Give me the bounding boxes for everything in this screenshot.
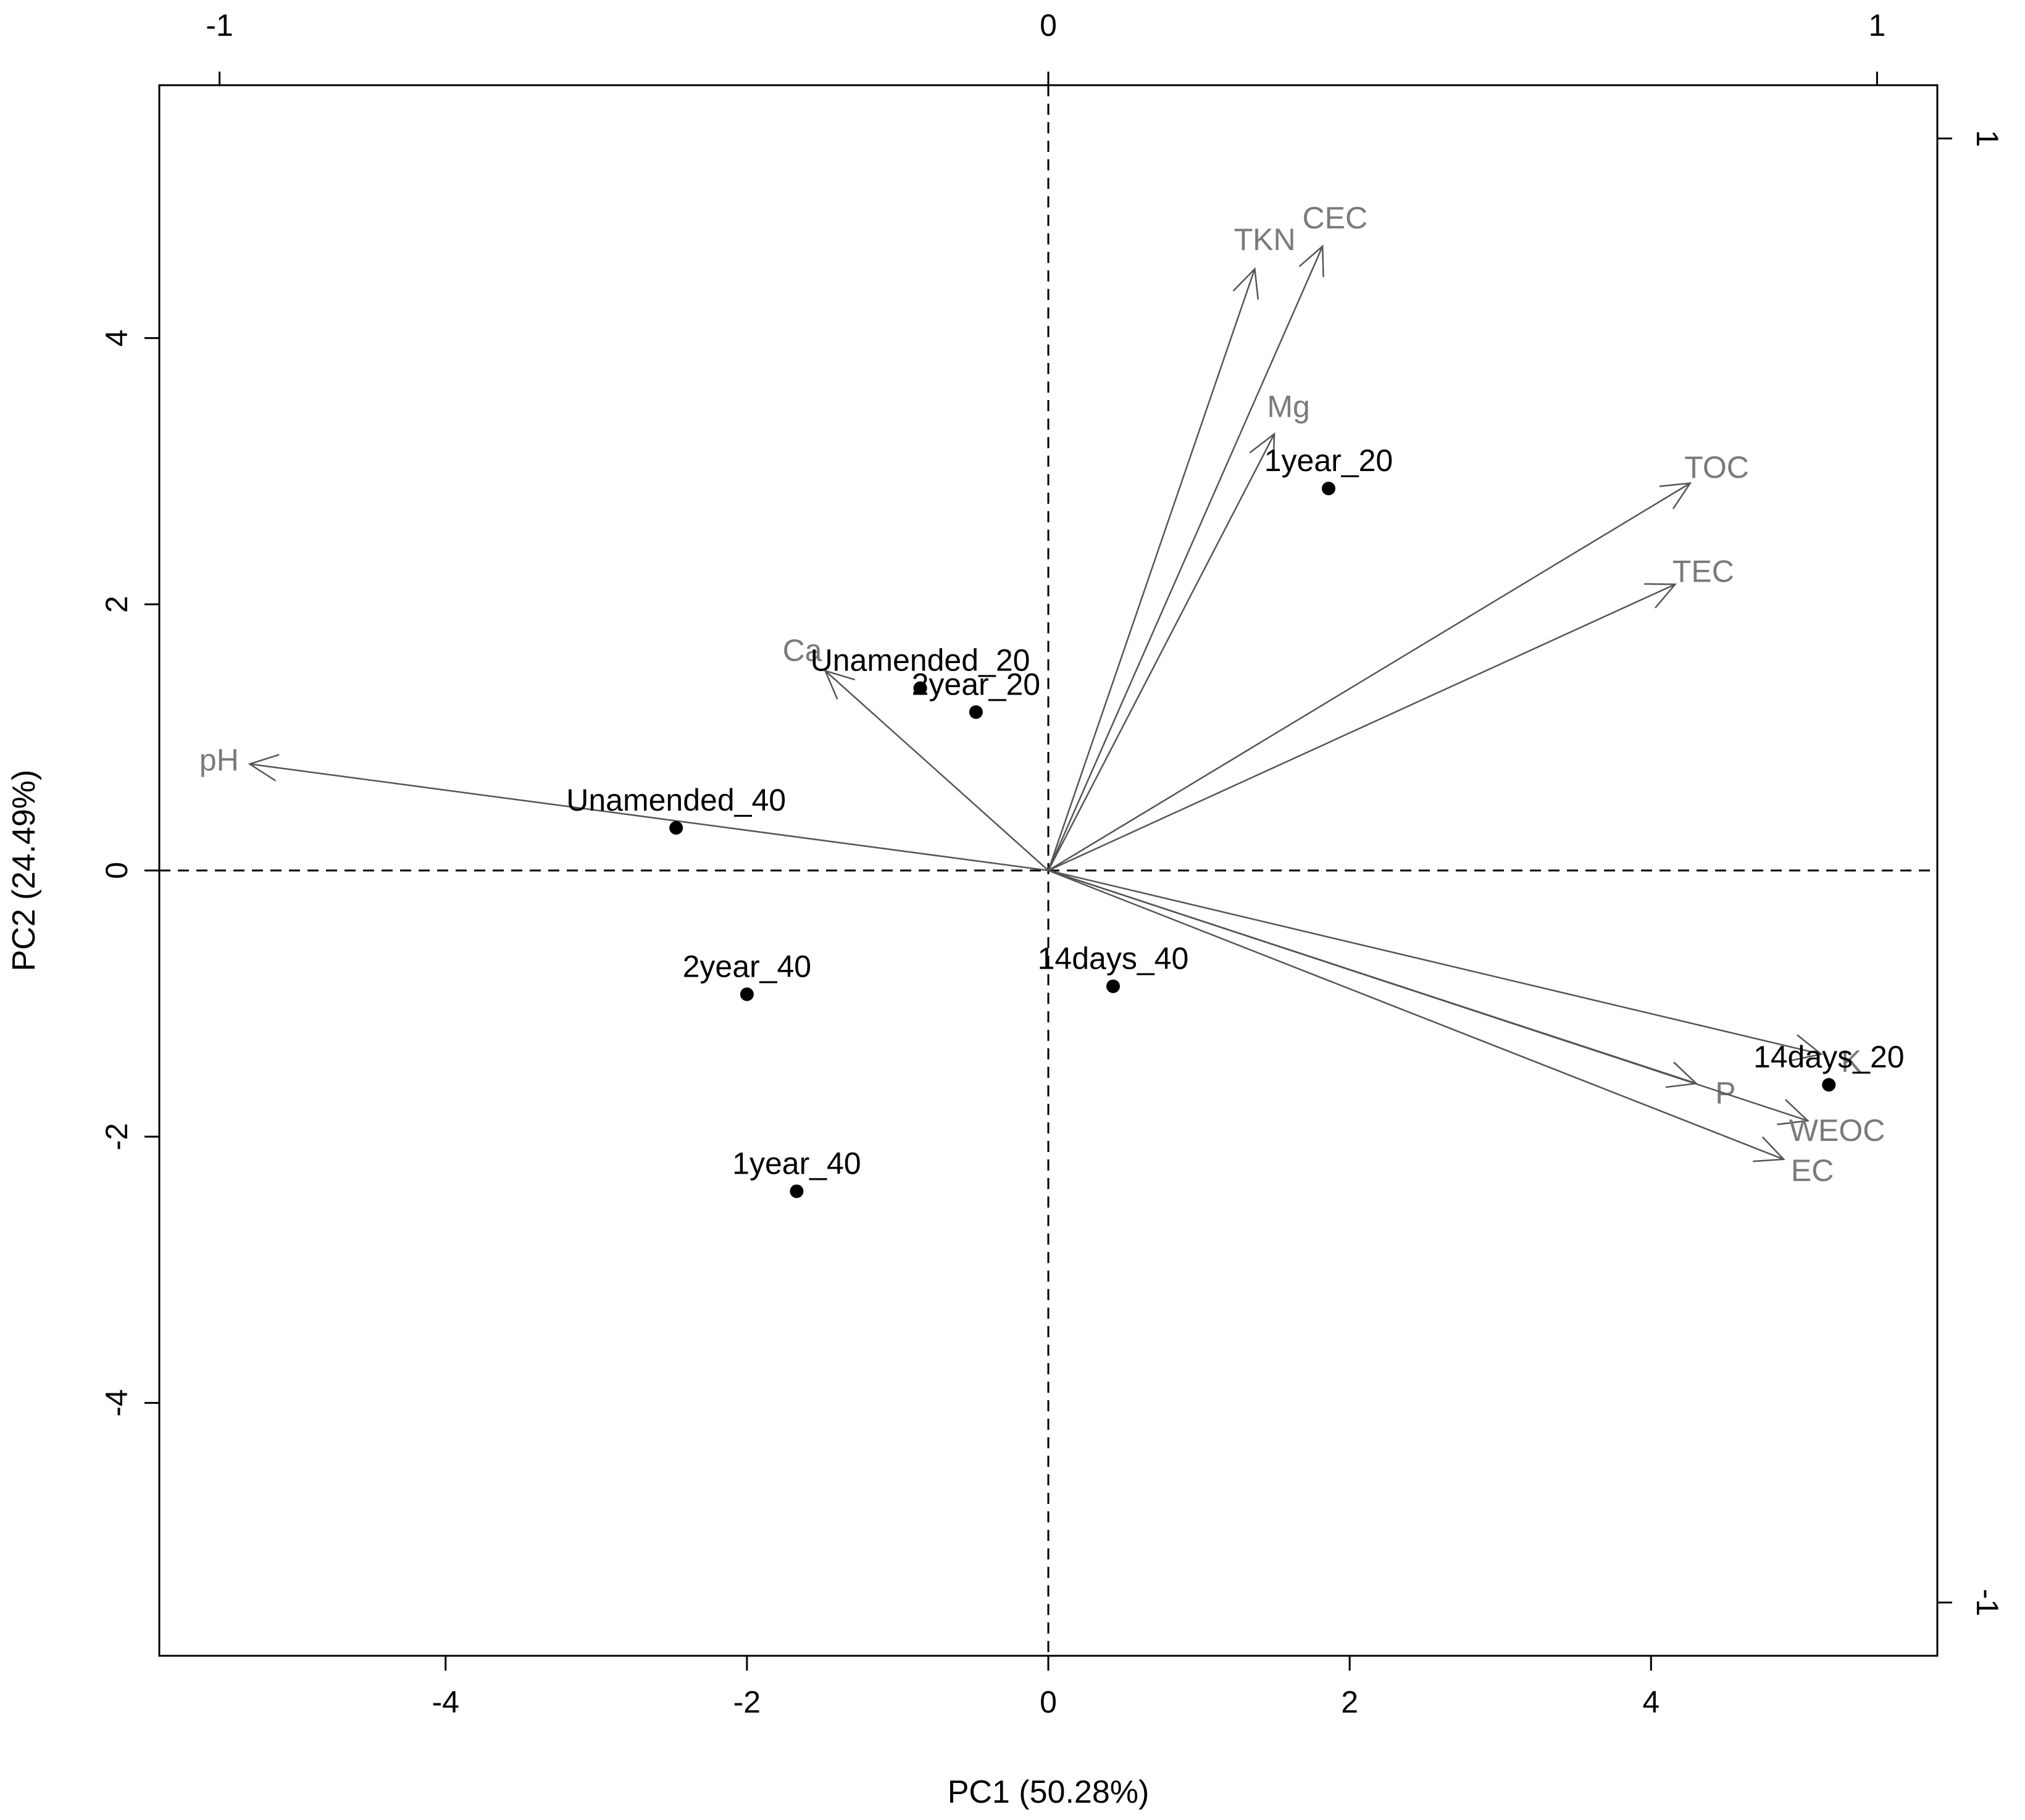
- y-tick-label: 2: [99, 596, 134, 613]
- point-unamended_20: [913, 681, 927, 695]
- arrowhead-weoc: [1777, 1099, 1810, 1125]
- arrowhead-tkn: [1232, 267, 1259, 300]
- arrow-ph: [249, 763, 1049, 872]
- point-label-14days_20: 14days_20: [1753, 1040, 1905, 1074]
- point-14days_20: [1822, 1078, 1836, 1092]
- x-tick-label: 4: [1642, 1685, 1660, 1719]
- x-axis-bottom: -4 -2 0 2 4: [432, 1656, 1660, 1719]
- point-label-14days_40: 14days_40: [1038, 941, 1189, 976]
- arrowhead-ec: [1753, 1136, 1785, 1163]
- x-tick-label: 0: [1040, 1685, 1057, 1719]
- arrowhead-k: [1790, 1034, 1823, 1062]
- arrowhead-ca: [824, 669, 856, 700]
- arrow-tec: [1048, 583, 1676, 872]
- top-tick-label: 0: [1040, 8, 1057, 43]
- point-1year_20: [1321, 482, 1335, 496]
- arrowhead-mg: [1249, 432, 1276, 465]
- point-1year_40: [790, 1184, 804, 1198]
- x-tick-label: 2: [1341, 1685, 1358, 1719]
- point-label-1year_40: 1year_40: [732, 1146, 861, 1181]
- y-axis-left: -4 -2 0 2 4: [99, 330, 159, 1417]
- point-label-1year_20: 1year_20: [1264, 443, 1393, 478]
- arrow-ca: [824, 670, 1049, 871]
- variable-label-ec: EC: [1791, 1153, 1834, 1188]
- point-label-unamended_20: Unamended_20: [811, 643, 1030, 678]
- top-tick-label: 1: [1868, 8, 1885, 43]
- y-tick-label: 0: [99, 862, 134, 879]
- variable-label-tkn: TKN: [1234, 222, 1296, 257]
- point-label-2year_40: 2year_40: [683, 950, 812, 984]
- y-tick-label: -4: [99, 1389, 134, 1416]
- variable-label-k: K: [1841, 1044, 1861, 1079]
- y-tick-label: -2: [99, 1123, 134, 1150]
- loading-arrows: TKNCECMgTOCTECCapHKPWEOCEC: [199, 201, 1885, 1188]
- top-tick-label: -1: [206, 8, 233, 43]
- point-unamended_40: [669, 821, 683, 835]
- variable-label-weoc: WEOC: [1789, 1113, 1885, 1148]
- variable-label-toc: TOC: [1684, 450, 1749, 485]
- arrowhead-cec: [1298, 244, 1324, 277]
- variable-label-tec: TEC: [1672, 554, 1734, 589]
- arrow-tkn: [1047, 269, 1256, 871]
- arrow-cec: [1047, 246, 1324, 871]
- point-label-unamended_40: Unamended_40: [566, 783, 786, 817]
- point-label-2year_20: 2year_20: [912, 667, 1041, 701]
- variable-label-mg: Mg: [1267, 389, 1309, 424]
- right-tick-label: -1: [1970, 1589, 2005, 1616]
- arrowhead-tec: [1644, 583, 1677, 609]
- variable-label-cec: CEC: [1303, 201, 1368, 235]
- y-axis-title: PC2 (24.49%): [6, 770, 42, 972]
- point-2year_20: [969, 705, 983, 719]
- x-tick-label: -4: [432, 1685, 459, 1719]
- point-2year_40: [740, 987, 754, 1001]
- right-tick-label: 1: [1970, 130, 2005, 147]
- arrow-k: [1048, 869, 1822, 1055]
- arrow-toc: [1048, 482, 1691, 872]
- arrowhead-toc: [1659, 482, 1692, 509]
- arrow-mg: [1047, 433, 1276, 871]
- arrow-weoc: [1048, 869, 1808, 1122]
- arrowhead-ph: [248, 754, 280, 782]
- plot-frame: [158, 84, 1939, 1657]
- y-tick-label: 4: [99, 330, 134, 347]
- variable-label-ca: Ca: [783, 633, 822, 667]
- point-14days_40: [1106, 979, 1120, 993]
- variable-label-ph: pH: [199, 743, 239, 777]
- x-tick-label: -2: [733, 1685, 761, 1719]
- x-axis-title: PC1 (50.28%): [948, 1774, 1150, 1810]
- arrow-ec: [1048, 869, 1784, 1161]
